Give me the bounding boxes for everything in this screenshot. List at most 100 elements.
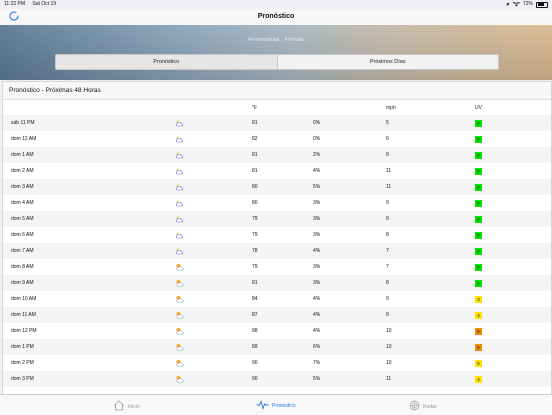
forecast-temp: 88 [252, 328, 258, 334]
forecast-time: dom 8 AM [11, 264, 34, 270]
forecast-precip: 7% [313, 360, 321, 366]
forecast-temp: 90 [252, 371, 313, 387]
hero-banner [0, 25, 552, 80]
forecast-row: dom 5 AM 79 3% 9 0 [3, 211, 551, 227]
uv-badge: 0 [475, 183, 482, 191]
segment-proximos-dias[interactable]: Próximos Días [276, 55, 499, 69]
forecast-wind: 9 [386, 147, 475, 163]
forecast-time: dom 1 AM [3, 147, 175, 163]
forecast-wind: 8 [386, 232, 389, 238]
day-partly-cloudy-icon [175, 371, 252, 387]
forecast-row: dom 12 PM 88 4% 10 6 [3, 323, 551, 339]
forecast-temp: 89 [252, 339, 313, 355]
forecast-time: dom 4 AM [11, 200, 34, 206]
forecast-temp: 82 [252, 136, 258, 142]
col-header-uv: UV [475, 104, 482, 111]
forecast-precip: 6% [313, 339, 386, 355]
uv-badge: 0 [475, 135, 482, 143]
uv-badge: 0 [475, 151, 482, 159]
forecast-uv-cell: 0 [475, 163, 551, 179]
forecast-row: dom 4 AM 80 3% 9 0 [3, 195, 551, 211]
day-partly-cloudy-icon [175, 323, 252, 339]
forecast-precip: 3% [313, 200, 321, 206]
home-icon [113, 400, 125, 413]
uv-badge: 5 [475, 359, 482, 367]
forecast-precip: 2% [313, 147, 386, 163]
forecast-temp: 79 [252, 211, 313, 227]
forecast-precip: 4% [313, 296, 321, 302]
forecast-temp: 81 [252, 168, 258, 174]
forecast-time: dom 5 AM [3, 211, 175, 227]
forecast-temp: 81 [252, 275, 313, 291]
forecast-temp: 80 [252, 200, 258, 206]
forecast-time: dom 12 AM [11, 136, 37, 142]
forecast-uv-cell: 4 [475, 371, 551, 387]
day-partly-cloudy-icon [175, 291, 252, 307]
uv-badge: 1 [475, 279, 482, 287]
forecast-temp: 81 [252, 147, 313, 163]
tab-pronostico[interactable]: Pronóstico [256, 400, 296, 412]
tab-bar: Inicio Pronóstico Radar [0, 394, 552, 415]
forecast-row: dom 7 AM 78 4% 7 0 [3, 243, 551, 259]
forecast-precip: 4% [313, 307, 386, 323]
forecast-temp: 80 [252, 179, 313, 195]
forecast-row: dom 3 PM 90 5% 11 4 [3, 371, 551, 387]
day-partly-cloudy-icon [175, 355, 252, 371]
forecast-temp: 90 [252, 360, 258, 366]
forecast-temp: 84 [252, 296, 258, 302]
forecast-wind: 9 [386, 296, 389, 302]
forecast-row: dom 10 AM 84 4% 9 3 [3, 291, 551, 307]
forecast-precip: 0% [313, 136, 321, 142]
forecast-uv-cell: 0 [475, 115, 551, 131]
forecast-card: Pronóstico - Próximas 48 Horas °F mph UV… [2, 81, 552, 395]
forecast-time: sáb 11 PM [3, 115, 175, 131]
day-partly-cloudy-icon [175, 275, 252, 291]
forecast-row: dom 3 AM 80 5% 11 0 [3, 179, 551, 195]
forecast-row: dom 1 AM 81 2% 9 0 [3, 147, 551, 163]
page-title: Pronóstico [257, 13, 295, 20]
night-partly-cloudy-icon [175, 147, 252, 163]
tab-label: Radar [423, 403, 437, 410]
tab-radar[interactable]: Radar [409, 400, 437, 413]
forecast-temp: 79 [252, 232, 258, 238]
forecast-row: dom 12 AM 82 0% 6 0 [3, 131, 551, 147]
tab-label: Inicio [128, 403, 140, 410]
forecast-uv-cell: 3 [475, 291, 551, 307]
radar-icon [409, 400, 420, 413]
forecast-uv-cell: 0 [475, 131, 551, 147]
forecast-precip: 0% [313, 115, 386, 131]
uv-badge: 0 [475, 247, 482, 255]
forecast-wind: 5 [386, 115, 475, 131]
forecast-row: dom 8 AM 79 3% 7 0 [3, 259, 551, 275]
night-partly-cloudy-icon [175, 131, 252, 147]
status-date: Sat Oct 19 [32, 1, 57, 7]
day-partly-cloudy-icon [175, 307, 252, 323]
night-partly-cloudy-icon [175, 211, 252, 227]
night-partly-cloudy-icon [175, 179, 252, 195]
segment-pronostico[interactable]: Pronóstico [56, 55, 277, 69]
forecast-uv-cell: 0 [475, 211, 551, 227]
forecast-row: dom 1 PM 89 6% 10 6 [3, 339, 551, 355]
night-partly-cloudy-icon [175, 163, 252, 179]
location-label: Homestead , Florida [248, 37, 304, 43]
forecast-wind: 8 [386, 275, 475, 291]
day-partly-cloudy-icon [175, 339, 252, 355]
day-partly-cloudy-icon [175, 259, 252, 275]
battery-level [537, 3, 544, 6]
forecast-card-title: Pronóstico - Próximas 48 Horas [3, 82, 551, 100]
forecast-row: dom 11 AM 87 4% 9 4 [3, 307, 551, 323]
uv-badge: 0 [475, 119, 482, 127]
forecast-precip: 4% [313, 168, 321, 174]
forecast-temp: 79 [252, 264, 258, 270]
pulse-icon [256, 400, 269, 412]
forecast-wind: 9 [386, 211, 475, 227]
forecast-wind: 11 [386, 371, 475, 387]
refresh-icon[interactable] [8, 10, 20, 22]
uv-badge: 0 [475, 167, 482, 175]
col-header-precip [313, 100, 386, 115]
uv-badge: 4 [475, 311, 482, 319]
forecast-time: dom 3 PM [3, 371, 175, 387]
tab-inicio[interactable]: Inicio [113, 400, 140, 413]
wifi-icon [512, 2, 520, 7]
forecast-uv-cell: 0 [475, 179, 551, 195]
